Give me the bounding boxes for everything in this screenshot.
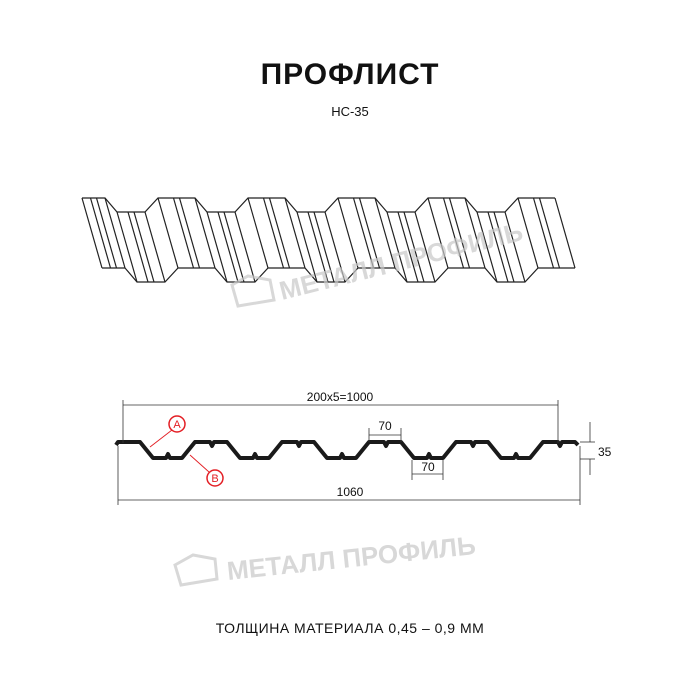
dim-height-label: 35 xyxy=(598,445,612,459)
material-thickness-note: ТОЛЩИНА МАТЕРИАЛА 0,45 – 0,9 ММ xyxy=(215,620,485,636)
sheet-stiffener-line xyxy=(442,197,465,269)
sheet-stiffener-line xyxy=(127,211,149,283)
sheet-fold-line xyxy=(476,211,498,283)
sheet-stiffener-line xyxy=(178,197,201,269)
sheet-stiffener-line xyxy=(223,211,245,283)
sheet-fold-line xyxy=(386,211,408,283)
marker-a xyxy=(149,415,186,448)
watermark-text: МЕТАЛЛ ПРОФИЛЬ xyxy=(225,530,477,586)
sheet-stiffener-line xyxy=(133,211,155,283)
sheet-fold-line xyxy=(144,211,166,283)
profile-section xyxy=(114,440,580,460)
sheet-fold-line xyxy=(81,197,103,269)
sheet-fold-line xyxy=(414,211,436,283)
sheet-stiffener-line xyxy=(95,197,118,269)
sheet-fold-line xyxy=(206,211,228,283)
sheet-stiffener-line xyxy=(307,211,329,283)
sheet-stiffener-line xyxy=(403,211,425,283)
sheet-fold-line xyxy=(104,197,126,269)
sheet-stiffener-line xyxy=(268,197,291,269)
sheet-stiffener-line xyxy=(493,211,515,283)
sheet-fold-line xyxy=(374,197,396,269)
sheet-stiffener-line xyxy=(217,211,239,283)
sheet-stiffener-line xyxy=(172,197,195,269)
dim-pitch-label: 200x5=1000 xyxy=(307,390,374,404)
profile-model: НС-35 xyxy=(331,104,369,119)
dim-crest-label: 70 xyxy=(378,419,392,433)
dim-trough-label: 70 xyxy=(421,460,435,474)
watermark-lower: МЕТАЛЛ ПРОФИЛЬ xyxy=(173,530,477,587)
dim-total-label: 1060 xyxy=(337,485,364,499)
sheet-fold-line xyxy=(194,197,216,269)
sheet-fold-line xyxy=(517,197,539,269)
sheet-bottom-edge xyxy=(102,267,575,283)
sheet-stiffener-line xyxy=(538,197,561,269)
sheet-top-edge xyxy=(82,197,555,213)
sheet-stiffener-line xyxy=(313,211,335,283)
dimension-lines xyxy=(117,400,595,505)
sheet-stiffener-line xyxy=(397,211,419,283)
marker-b xyxy=(189,454,224,487)
sheet-stiffener-line xyxy=(448,197,471,269)
sheet-stiffener-line xyxy=(358,197,381,269)
sheet-fold-line xyxy=(296,211,318,283)
watermark-logo-icon xyxy=(173,553,219,587)
sheet-fold-line xyxy=(464,197,486,269)
sheet-fold-line xyxy=(504,211,526,283)
sheet-fold-line xyxy=(234,211,256,283)
page-title: ПРОФЛИСТ xyxy=(260,58,440,91)
sheet-stiffener-line xyxy=(262,197,285,269)
sheet-fold-line xyxy=(284,197,306,269)
sheet-fold-line xyxy=(157,197,179,269)
marker-b-label: B xyxy=(211,473,218,485)
sheet-stiffener-line xyxy=(532,197,555,269)
sheet-fold-line xyxy=(554,197,576,269)
marker-a-label: A xyxy=(173,419,181,431)
sheet-stiffener-line xyxy=(487,211,509,283)
sheet-3d-view xyxy=(81,197,576,283)
sheet-stiffener-line xyxy=(89,197,112,269)
sheet-fold-line xyxy=(116,211,138,283)
sheet-stiffener-line xyxy=(352,197,375,269)
sheet-fold-line xyxy=(324,211,346,283)
sheet-fold-line xyxy=(247,197,269,269)
watermark-upper: МЕТАЛЛ ПРОФИЛЬ xyxy=(230,216,526,308)
sheet-fold-line xyxy=(427,197,449,269)
sheet-fold-line xyxy=(337,197,359,269)
watermark-logo-icon xyxy=(230,274,276,308)
